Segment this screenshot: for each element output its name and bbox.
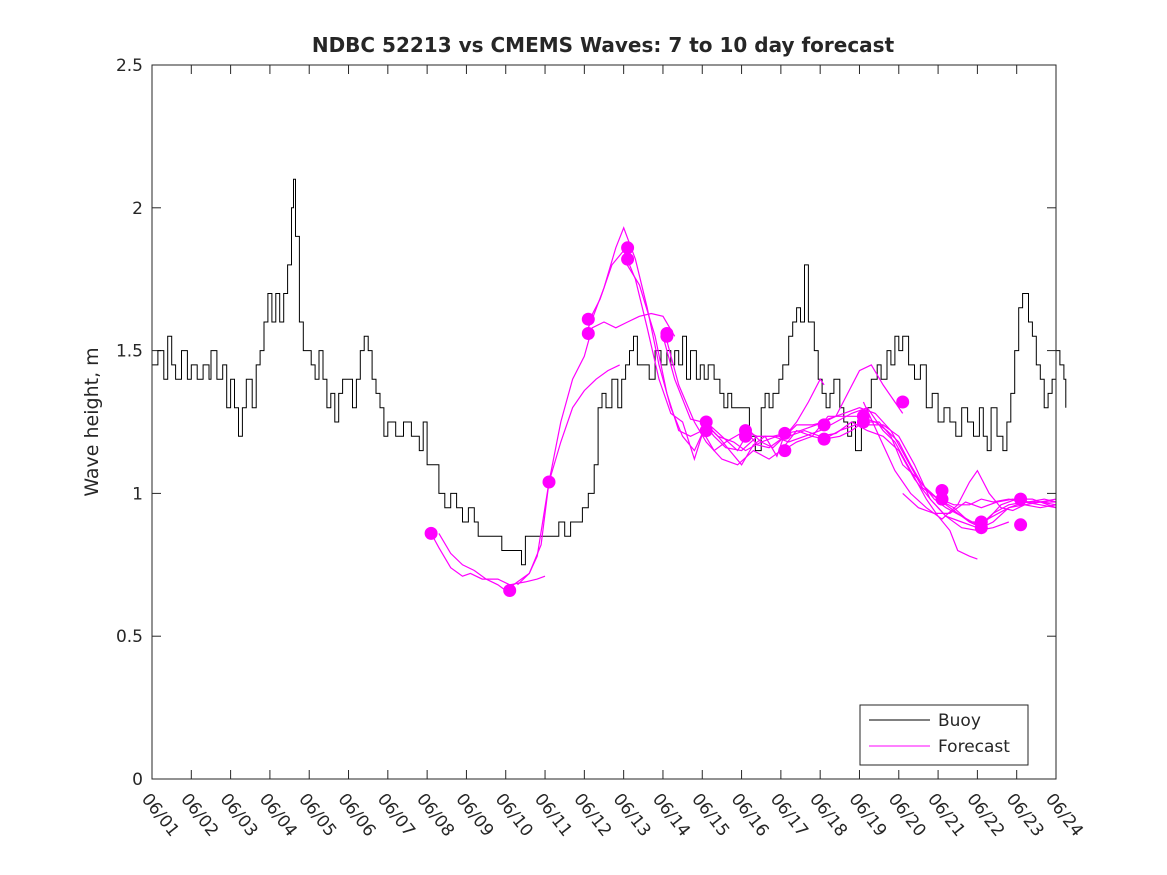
y-tick-label: 1 xyxy=(132,484,143,504)
legend-buoy-label: Buoy xyxy=(938,711,981,731)
forecast-marker xyxy=(581,312,595,326)
forecast-line xyxy=(583,226,786,466)
forecast-line xyxy=(743,407,1057,523)
buoy-series xyxy=(152,178,1067,566)
forecast-marker xyxy=(896,395,910,409)
forecast-marker xyxy=(503,584,517,597)
forecast-marker xyxy=(621,252,635,266)
forecast-marker xyxy=(974,521,988,535)
forecast-marker xyxy=(424,526,438,540)
y-axis-label: Wave height, m xyxy=(81,347,103,496)
legend-forecast-label: Forecast xyxy=(938,737,1010,757)
y-axis-ticks: 0 0.5 1 1.5 2 2.5 xyxy=(116,56,1056,790)
forecast-marker xyxy=(1014,518,1028,532)
forecast-line xyxy=(517,312,676,586)
forecast-marker xyxy=(699,424,713,438)
forecast-marker xyxy=(739,429,752,443)
y-tick-label: 0 xyxy=(132,770,143,790)
y-tick-label: 2.5 xyxy=(116,56,143,76)
forecast-markers xyxy=(424,241,1028,597)
y-tick-label: 0.5 xyxy=(116,627,143,647)
forecast-marker xyxy=(856,415,870,429)
forecast-marker xyxy=(817,432,831,446)
forecast-marker xyxy=(621,241,635,255)
forecast-line xyxy=(862,401,1057,520)
chart-title: NDBC 52213 vs CMEMS Waves: 7 to 10 day f… xyxy=(312,33,895,57)
forecast-marker xyxy=(660,329,674,343)
forecast-line xyxy=(623,258,904,452)
forecast-line xyxy=(782,415,1056,529)
y-tick-label: 2 xyxy=(132,199,143,219)
forecast-marker xyxy=(817,418,831,432)
forecast-line xyxy=(902,492,1057,515)
forecast-marker xyxy=(935,492,949,506)
forecast-line xyxy=(664,333,1010,532)
forecast-marker xyxy=(581,327,595,340)
legend-box xyxy=(859,704,1029,766)
forecast-line xyxy=(703,421,1057,529)
y-tick-label: 1.5 xyxy=(116,342,143,362)
forecast-marker xyxy=(778,426,792,440)
forecast-marker xyxy=(1014,492,1028,506)
forecast-line xyxy=(939,498,1057,506)
legend: Buoy Forecast xyxy=(859,704,1029,766)
forecast-marker xyxy=(778,444,792,458)
plot-frame xyxy=(151,64,1057,780)
plot-area xyxy=(152,65,1056,779)
forecast-marker xyxy=(542,475,556,489)
buoy-line xyxy=(152,178,1067,566)
